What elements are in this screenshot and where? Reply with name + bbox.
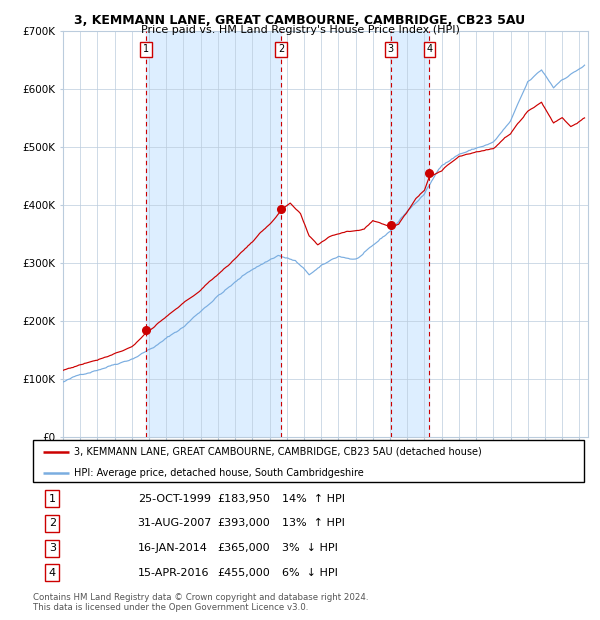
FancyBboxPatch shape (33, 440, 584, 482)
Text: 14%  ↑ HPI: 14% ↑ HPI (275, 494, 346, 503)
Text: £183,950: £183,950 (217, 494, 270, 503)
Text: 4: 4 (49, 568, 56, 578)
Text: 6%  ↓ HPI: 6% ↓ HPI (275, 568, 338, 578)
Text: 25-OCT-1999: 25-OCT-1999 (137, 494, 211, 503)
Text: Contains HM Land Registry data © Crown copyright and database right 2024.: Contains HM Land Registry data © Crown c… (33, 593, 368, 602)
Text: 4: 4 (427, 44, 433, 55)
Text: 3%  ↓ HPI: 3% ↓ HPI (275, 543, 338, 553)
Text: HPI: Average price, detached house, South Cambridgeshire: HPI: Average price, detached house, Sout… (74, 468, 364, 478)
Text: 1: 1 (143, 44, 149, 55)
Text: 2: 2 (49, 518, 56, 528)
Text: £365,000: £365,000 (217, 543, 270, 553)
Text: 15-APR-2016: 15-APR-2016 (137, 568, 209, 578)
Bar (146, 31, 281, 437)
Text: Price paid vs. HM Land Registry's House Price Index (HPI): Price paid vs. HM Land Registry's House … (140, 25, 460, 35)
Text: 13%  ↑ HPI: 13% ↑ HPI (275, 518, 345, 528)
Text: 31-AUG-2007: 31-AUG-2007 (137, 518, 212, 528)
Text: 16-JAN-2014: 16-JAN-2014 (137, 543, 208, 553)
Text: This data is licensed under the Open Government Licence v3.0.: This data is licensed under the Open Gov… (33, 603, 308, 612)
Text: 2: 2 (278, 44, 284, 55)
Text: 3: 3 (388, 44, 394, 55)
Text: £455,000: £455,000 (217, 568, 270, 578)
Text: £393,000: £393,000 (217, 518, 270, 528)
Text: 3, KEMMANN LANE, GREAT CAMBOURNE, CAMBRIDGE, CB23 5AU: 3, KEMMANN LANE, GREAT CAMBOURNE, CAMBRI… (74, 14, 526, 27)
Text: 3, KEMMANN LANE, GREAT CAMBOURNE, CAMBRIDGE, CB23 5AU (detached house): 3, KEMMANN LANE, GREAT CAMBOURNE, CAMBRI… (74, 446, 482, 456)
Text: 1: 1 (49, 494, 56, 503)
Text: 3: 3 (49, 543, 56, 553)
Bar (391, 31, 430, 437)
